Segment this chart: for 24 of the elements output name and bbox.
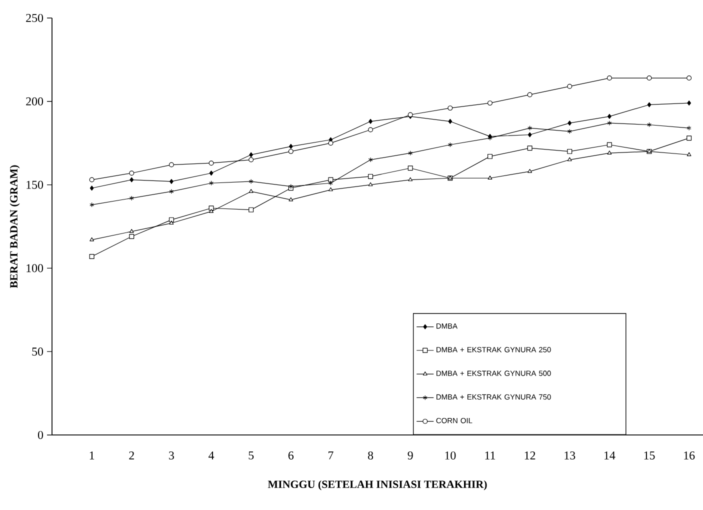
- x-tick-label: 6: [288, 451, 294, 460]
- x-tick-label: 7: [328, 451, 334, 460]
- y-tick-label: 150: [26, 180, 44, 189]
- x-tick-label: 5: [248, 451, 254, 460]
- y-tick-label: 200: [26, 97, 44, 106]
- x-tick-label: 3: [169, 451, 174, 460]
- x-tick-label: 8: [368, 451, 374, 460]
- x-tick-label: 15: [644, 451, 655, 460]
- y-tick-label: 250: [26, 14, 44, 22]
- x-axis-title: MINGGU (SETELAH INISIASI TERAKHIR): [268, 480, 487, 490]
- y-tick-label: 50: [32, 348, 44, 356]
- x-tick-label: 2: [129, 451, 134, 460]
- x-tick-label: 11: [485, 451, 496, 460]
- x-tick-label: 1: [90, 451, 94, 460]
- y-tick-label: 100: [26, 264, 44, 272]
- x-tick-label: 9: [408, 451, 413, 460]
- x-tick-label: 10: [445, 451, 456, 460]
- y-tick-label: 0: [38, 430, 44, 440]
- x-tick-label: 14: [604, 451, 616, 460]
- y-axis-title: BERAT BADAN (GRAM): [10, 165, 20, 288]
- x-tick-label: 13: [564, 451, 576, 460]
- x-tick-label: 12: [524, 451, 536, 460]
- x-tick-label: 4: [208, 451, 214, 460]
- x-tick-label: 16: [684, 451, 695, 460]
